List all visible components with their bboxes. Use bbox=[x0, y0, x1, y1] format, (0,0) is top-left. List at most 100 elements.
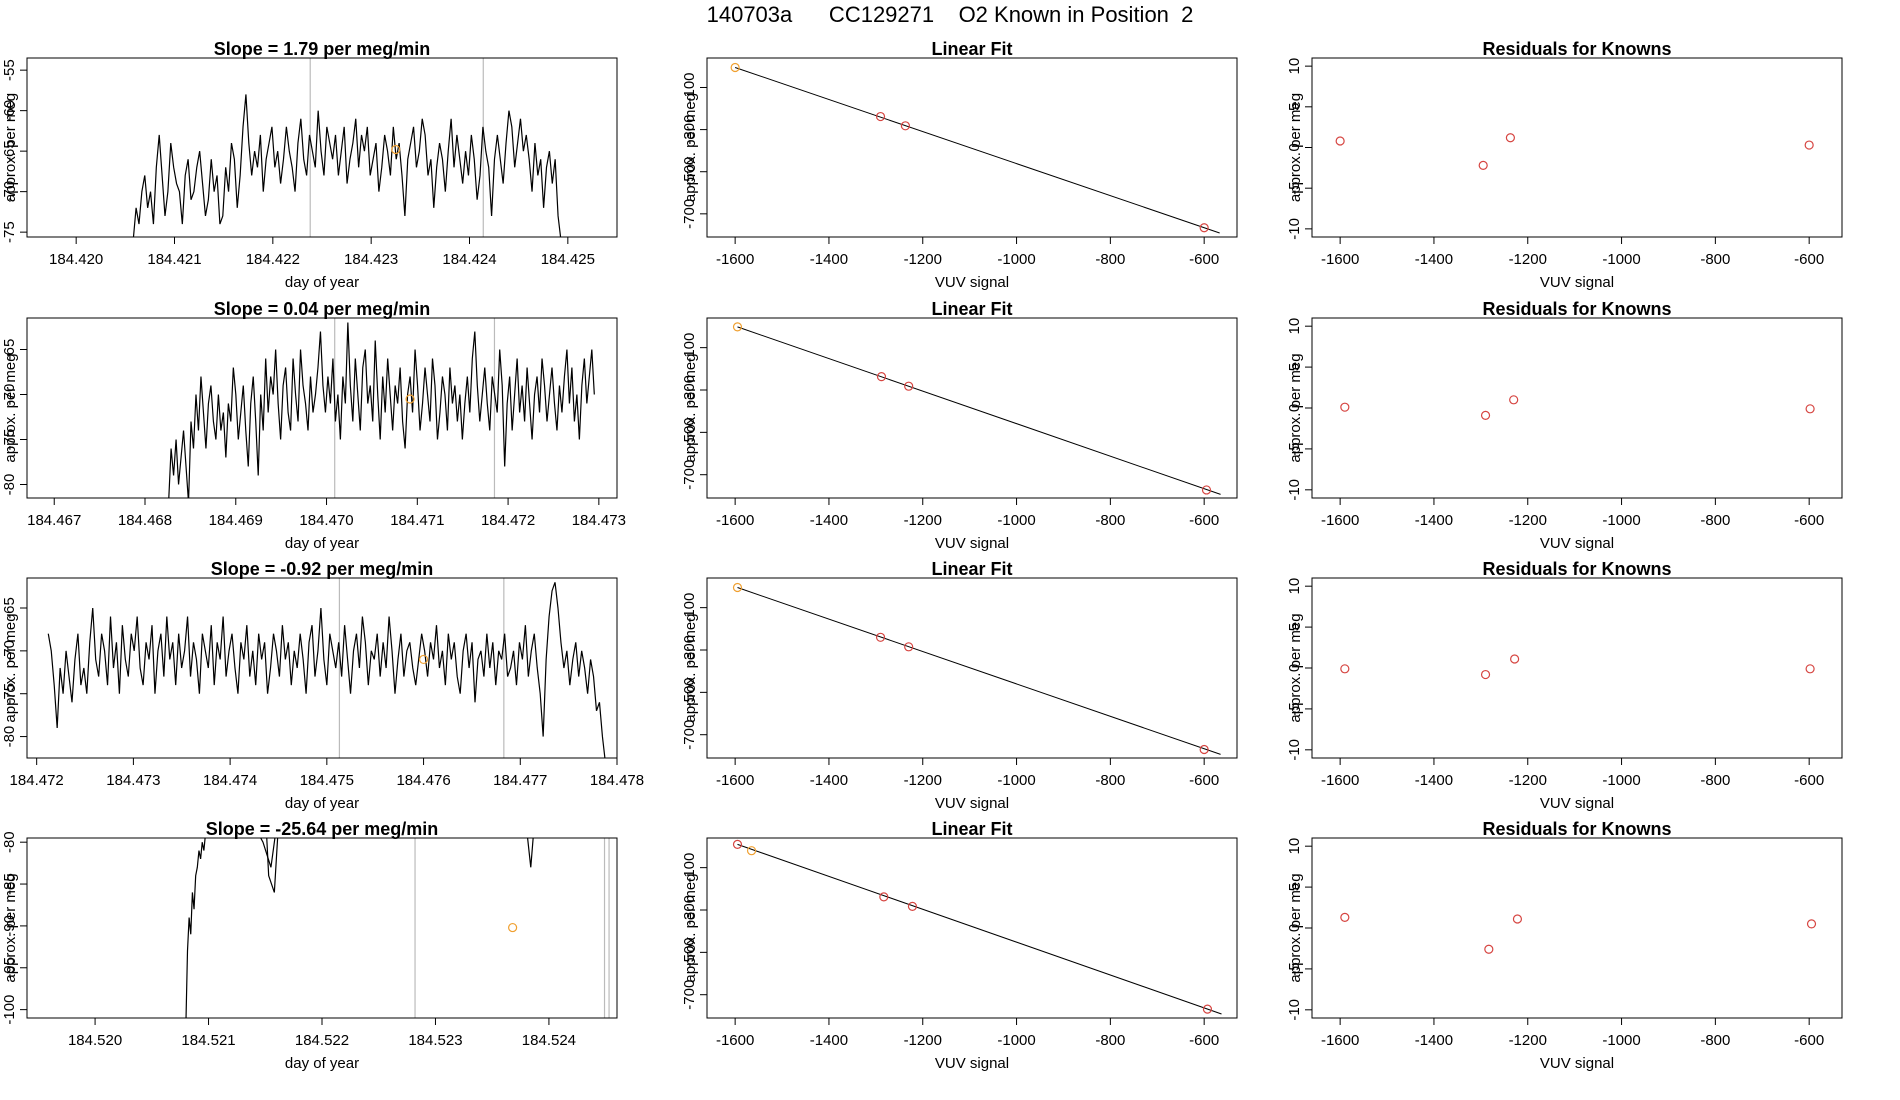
chart-panel-11: Linear Fit VUV signal approx. per meg -1600… bbox=[681, 819, 1238, 1072]
data-point bbox=[1484, 944, 1494, 954]
plot-area bbox=[47, 578, 606, 758]
y-tick-label: -10 bbox=[1286, 999, 1303, 1021]
plot-area bbox=[732, 322, 1221, 495]
plot-area bbox=[732, 839, 1222, 1015]
x-tick-label: -600 bbox=[1794, 512, 1824, 529]
x-axis-label: VUV signal bbox=[1540, 795, 1614, 812]
x-tick-label: -1400 bbox=[1415, 772, 1453, 789]
y-axis-label: approx. per meg bbox=[2, 873, 19, 982]
chart-panel-6: Residuals for Knowns VUV signal approx. pe… bbox=[1286, 299, 1843, 552]
x-tick-label: -1400 bbox=[810, 512, 848, 529]
x-tick-label: -600 bbox=[1794, 772, 1824, 789]
data-point bbox=[875, 111, 886, 122]
data-point bbox=[1201, 485, 1212, 495]
data-point bbox=[1340, 664, 1350, 674]
chart-panel-2: Linear Fit VUV signal approx. per meg -1600… bbox=[681, 39, 1238, 291]
x-tick-label: -1400 bbox=[810, 772, 848, 789]
data-point bbox=[730, 62, 740, 73]
plot-area bbox=[732, 582, 1221, 755]
data-point bbox=[1505, 133, 1515, 143]
y-tick-label: -300 bbox=[681, 375, 698, 405]
x-tick-label: -1400 bbox=[810, 1032, 848, 1049]
y-tick-label: -5 bbox=[1286, 962, 1303, 975]
data-point bbox=[1480, 669, 1491, 680]
series-line-segment bbox=[526, 838, 534, 868]
x-tick-label: -600 bbox=[1794, 251, 1824, 268]
chart-title: Linear Fit bbox=[931, 819, 1012, 839]
y-tick-label: 0 bbox=[1286, 404, 1303, 412]
x-tick-label: -1000 bbox=[997, 772, 1035, 789]
data-point bbox=[1340, 912, 1350, 922]
x-tick-label: -800 bbox=[1095, 772, 1125, 789]
data-point bbox=[1512, 914, 1523, 924]
x-axis-label: VUV signal bbox=[935, 535, 1009, 552]
plot-area bbox=[1340, 654, 1815, 680]
fit-line bbox=[737, 843, 1222, 1015]
x-axis-label: day of year bbox=[285, 274, 359, 291]
chart-title: Slope = -0.92 per meg/min bbox=[211, 559, 434, 579]
x-axis-label: VUV signal bbox=[935, 1055, 1009, 1072]
series-line bbox=[132, 94, 562, 237]
x-tick-label: 184.471 bbox=[390, 512, 444, 529]
y-axis-label: approx. per meg bbox=[1287, 873, 1304, 982]
x-tick-label: -1000 bbox=[997, 251, 1035, 268]
y-tick-label: -55 bbox=[1, 59, 18, 81]
x-axis-label: day of year bbox=[285, 535, 359, 552]
x-tick-label: -1000 bbox=[997, 1032, 1035, 1049]
data-point bbox=[391, 144, 401, 155]
data-point bbox=[1199, 223, 1209, 233]
data-point bbox=[1478, 160, 1488, 170]
data-point bbox=[1199, 744, 1209, 755]
y-axis-label: approx. per meg bbox=[1287, 613, 1304, 722]
y-axis-label: approx. per meg bbox=[2, 93, 19, 202]
y-tick-label: -85 bbox=[1, 873, 18, 895]
y-tick-label: -80 bbox=[1, 726, 18, 748]
y-tick-label: -700 bbox=[681, 199, 698, 229]
x-tick-label: -1200 bbox=[1509, 251, 1547, 268]
y-tick-label: -300 bbox=[681, 115, 698, 145]
plot-area bbox=[132, 58, 562, 237]
y-tick-label: 0 bbox=[1286, 664, 1303, 672]
x-tick-label: -600 bbox=[1189, 772, 1219, 789]
plot-frame bbox=[26, 317, 618, 499]
plot-frame bbox=[26, 577, 618, 759]
plot-area bbox=[185, 838, 610, 1018]
y-tick-label: 5 bbox=[1286, 623, 1303, 631]
y-tick-label: 10 bbox=[1286, 58, 1303, 75]
y-tick-label: -75 bbox=[1, 683, 18, 705]
y-axis-label: approx. per meg bbox=[2, 613, 19, 722]
data-point bbox=[1480, 410, 1491, 420]
plot-frame bbox=[26, 837, 618, 1019]
y-tick-label: -60 bbox=[1, 100, 18, 122]
y-tick-label: -90 bbox=[1, 915, 18, 937]
x-tick-label: -1000 bbox=[997, 512, 1035, 529]
x-tick-label: 184.469 bbox=[209, 512, 263, 529]
chart-title: Residuals for Knowns bbox=[1482, 559, 1671, 579]
y-tick-label: -100 bbox=[1, 995, 18, 1025]
y-tick-label: 10 bbox=[1286, 838, 1303, 855]
plot-frame bbox=[1311, 317, 1843, 499]
x-tick-label: -1400 bbox=[1415, 1032, 1453, 1049]
series-line-segment bbox=[260, 838, 276, 868]
x-tick-label: 184.520 bbox=[68, 1032, 122, 1049]
y-tick-label: -95 bbox=[1, 957, 18, 979]
series-line-segment bbox=[266, 838, 279, 893]
x-tick-label: -800 bbox=[1700, 512, 1730, 529]
plot-frame bbox=[706, 577, 1238, 759]
x-tick-label: -600 bbox=[1189, 512, 1219, 529]
x-tick-label: -1400 bbox=[1415, 512, 1453, 529]
plot-frame bbox=[1311, 57, 1843, 238]
y-tick-label: 10 bbox=[1286, 318, 1303, 335]
x-tick-label: -600 bbox=[1189, 251, 1219, 268]
x-tick-label: 184.424 bbox=[442, 251, 496, 268]
plot-frame bbox=[706, 317, 1238, 499]
x-tick-label: -1400 bbox=[1415, 251, 1453, 268]
x-tick-label: -1200 bbox=[1509, 772, 1547, 789]
y-tick-label: -65 bbox=[1, 140, 18, 162]
x-tick-label: -800 bbox=[1700, 772, 1730, 789]
x-tick-label: 184.522 bbox=[295, 1032, 349, 1049]
y-tick-label: -80 bbox=[1, 474, 18, 496]
y-tick-label: -80 bbox=[1, 831, 18, 853]
series-line bbox=[185, 838, 206, 1018]
